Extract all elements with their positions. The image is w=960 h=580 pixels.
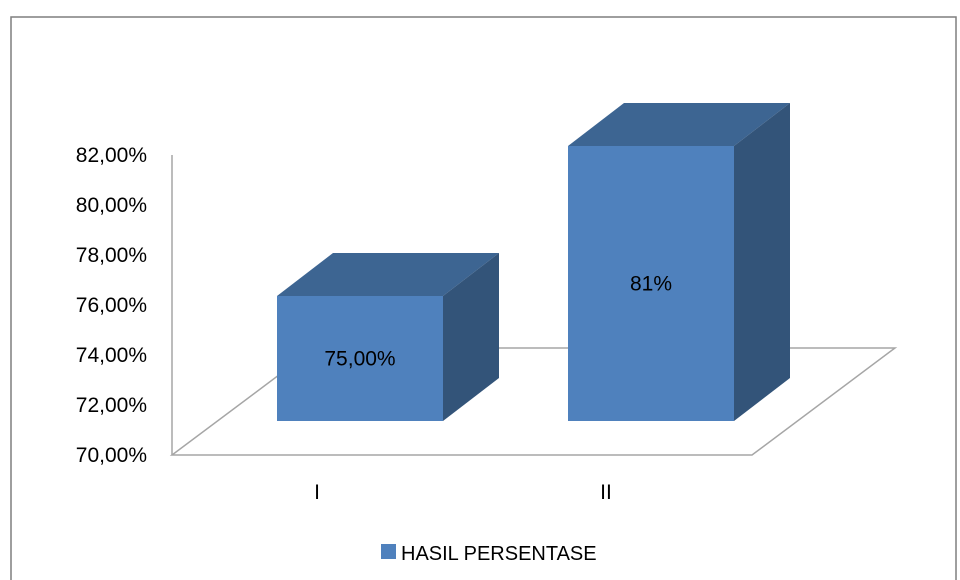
y-tick-label: 78,00% bbox=[76, 244, 147, 267]
bar-front-face bbox=[277, 296, 443, 421]
data-label: 75,00% bbox=[324, 348, 395, 371]
x-axis-categories: I II bbox=[314, 481, 612, 504]
x-category-label: II bbox=[600, 481, 612, 504]
bar-top-face bbox=[568, 103, 790, 146]
bar-I: 75,00% bbox=[277, 253, 499, 421]
bar-side-face bbox=[734, 103, 790, 421]
axes bbox=[169, 155, 898, 456]
y-tick-label: 80,00% bbox=[76, 194, 147, 217]
y-tick-label: 72,00% bbox=[76, 394, 147, 417]
bar-side-face bbox=[443, 253, 499, 421]
y-tick-label: 70,00% bbox=[76, 444, 147, 467]
bar-top-face bbox=[277, 253, 499, 296]
legend: HASIL PERSENTASE bbox=[381, 543, 597, 565]
y-tick-label: 74,00% bbox=[76, 344, 147, 367]
x-category-label: I bbox=[314, 481, 320, 504]
legend-label: HASIL PERSENTASE bbox=[401, 543, 597, 565]
y-axis-ticks: 70,00% 72,00% 74,00% 76,00% 78,00% 80,00% 82,0… bbox=[76, 144, 147, 467]
bar-II: 81% bbox=[568, 103, 790, 421]
y-tick-label: 82,00% bbox=[76, 144, 147, 167]
bar-front-face bbox=[568, 146, 734, 421]
y-tick-label: 76,00% bbox=[76, 294, 147, 317]
legend-swatch bbox=[381, 544, 396, 559]
chart-floor bbox=[169, 347, 898, 456]
bars: 75,00% 81% bbox=[277, 103, 790, 421]
data-label: 81% bbox=[630, 273, 672, 296]
